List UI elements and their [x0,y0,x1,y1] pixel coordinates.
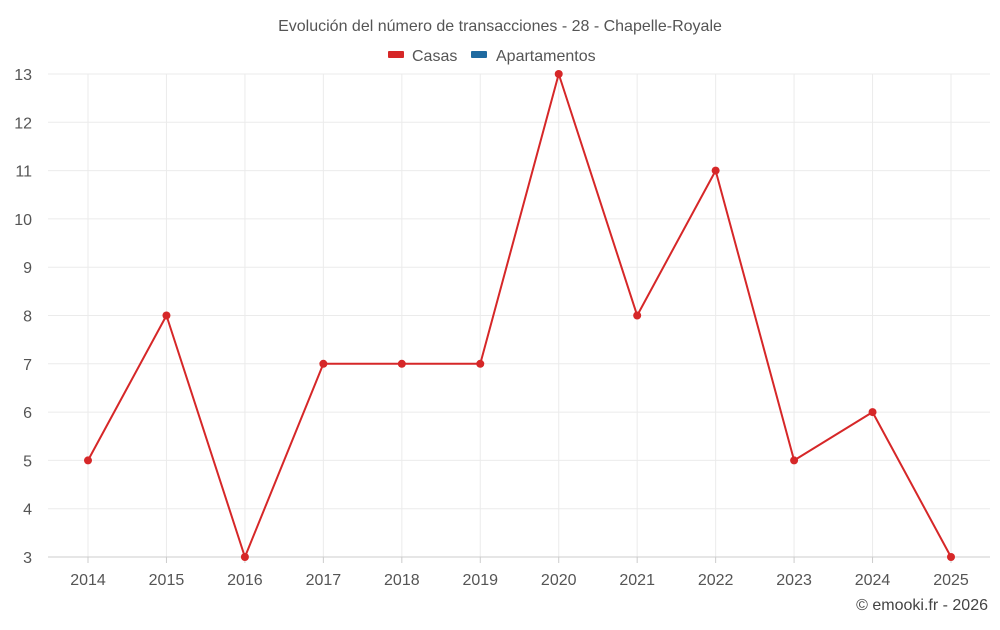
x-tick-label: 2024 [855,572,891,589]
series-line [87,73,952,558]
y-tick-label: 8 [23,309,32,326]
legend-label-apartamentos: Apartamentos [496,48,596,65]
data-point[interactable] [319,359,328,368]
data-point[interactable] [711,166,720,175]
x-tick-label: 2016 [227,572,263,589]
x-tick-label: 2014 [70,572,106,589]
x-tick-label: 2020 [541,572,577,589]
data-point[interactable] [84,456,92,465]
grid [48,73,990,563]
chart-title: Evolución del número de transacciones - … [278,18,722,35]
series-casas [84,70,955,561]
legend-swatch-casas [388,51,404,58]
y-tick-label: 12 [14,115,32,132]
legend-label-casas: Casas [412,48,457,65]
y-tick-label: 9 [23,260,32,277]
legend-item-casas[interactable]: Casas [388,48,457,65]
y-tick-label: 6 [23,405,32,422]
x-tick-label: 2018 [384,572,420,589]
data-point[interactable] [397,359,406,368]
y-tick-label: 7 [23,357,32,374]
y-axis-ticks: 3 4 5 6 7 8 9 10 11 12 13 [14,67,32,567]
legend-swatch-apartamentos [471,51,487,58]
data-point[interactable] [240,553,249,561]
series-layer [84,70,955,561]
data-point[interactable] [868,408,877,417]
x-tick-label: 2023 [776,572,812,589]
data-point[interactable] [947,553,955,561]
y-tick-label: 13 [14,67,32,84]
y-tick-label: 3 [23,550,32,567]
x-tick-label: 2025 [933,572,969,589]
credit-text: © emooki.fr - 2026 [856,597,988,614]
data-point[interactable] [476,359,485,368]
x-tick-label: 2022 [698,572,734,589]
y-tick-label: 11 [15,164,32,181]
legend: Casas Apartamentos [388,48,596,65]
data-point[interactable] [162,311,171,320]
x-tick-label: 2017 [306,572,342,589]
y-tick-label: 4 [23,502,32,519]
data-point[interactable] [790,456,799,465]
x-axis-ticks: 2014 2015 2016 2017 2018 2019 2020 2021 2022 2023… [70,572,969,589]
x-tick-label: 2019 [462,572,498,589]
data-point[interactable] [633,311,642,320]
x-tick-label: 2021 [619,572,655,589]
legend-item-apartamentos[interactable]: Apartamentos [471,48,596,65]
y-tick-label: 5 [23,453,32,470]
y-tick-label: 10 [14,212,32,229]
x-tick-label: 2015 [149,572,185,589]
data-point[interactable] [554,70,563,78]
